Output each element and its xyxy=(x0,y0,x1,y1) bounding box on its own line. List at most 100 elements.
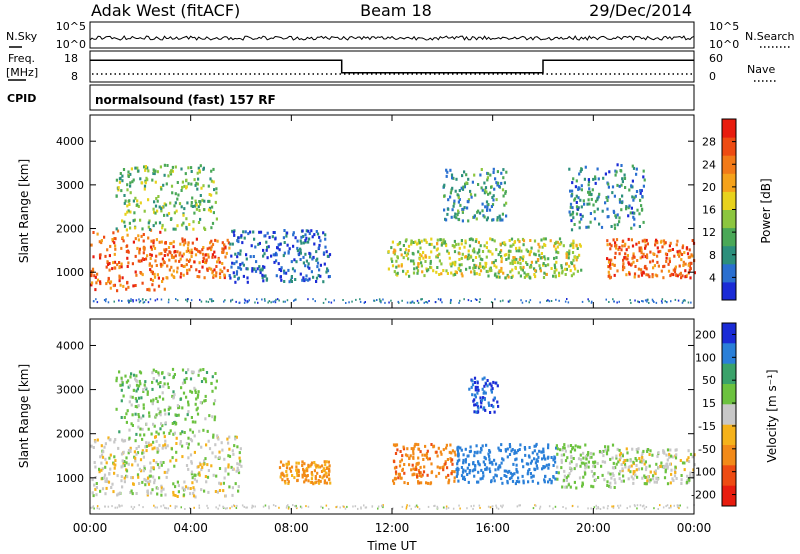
data-cell xyxy=(192,486,195,490)
data-cell xyxy=(143,467,146,471)
data-cell xyxy=(323,479,326,483)
data-cell xyxy=(664,300,666,303)
data-cell xyxy=(652,477,655,481)
data-cell xyxy=(177,490,180,494)
data-cell xyxy=(561,271,564,275)
data-cell xyxy=(511,268,514,272)
data-cell xyxy=(620,463,623,467)
data-cell xyxy=(654,469,657,473)
data-cell xyxy=(211,451,214,455)
data-cell xyxy=(424,255,428,259)
data-cell xyxy=(420,261,423,265)
data-cell xyxy=(147,169,150,173)
data-cell xyxy=(648,480,651,484)
data-cell xyxy=(293,269,296,273)
data-cell xyxy=(533,467,536,471)
data-cell xyxy=(301,460,304,464)
data-cell xyxy=(600,450,604,454)
data-cell xyxy=(665,260,668,263)
data-cell xyxy=(602,454,605,458)
freq-unit: [MHz] xyxy=(6,66,38,79)
data-cell xyxy=(668,260,671,264)
data-cell xyxy=(191,196,194,200)
data-cell xyxy=(131,262,134,266)
data-cell xyxy=(440,262,443,266)
data-cell xyxy=(510,449,513,453)
data-cell xyxy=(199,202,202,206)
data-cell xyxy=(689,471,692,475)
data-cell xyxy=(259,230,263,234)
data-cell xyxy=(194,253,198,257)
data-cell xyxy=(473,474,476,478)
data-cell xyxy=(620,169,623,173)
data-cell xyxy=(136,387,139,391)
data-cell xyxy=(168,298,170,301)
data-cell xyxy=(536,258,540,261)
data-cell xyxy=(123,194,126,197)
data-cell xyxy=(176,495,179,498)
data-cell xyxy=(288,467,291,471)
data-cell xyxy=(425,456,428,460)
data-cell xyxy=(155,439,158,443)
data-cell xyxy=(190,416,193,419)
data-cell xyxy=(490,185,493,189)
data-cell xyxy=(638,225,641,228)
data-cell xyxy=(278,466,282,470)
data-cell xyxy=(415,242,419,246)
data-cell xyxy=(476,299,478,301)
data-cell xyxy=(112,490,115,494)
data-cell xyxy=(575,205,579,209)
data-cell xyxy=(661,245,664,249)
data-cell xyxy=(235,270,239,274)
data-cell xyxy=(399,450,402,453)
colorbar-segment xyxy=(722,485,736,507)
data-cell xyxy=(492,167,495,171)
data-cell xyxy=(152,172,155,175)
colorbar-segment xyxy=(722,384,736,405)
data-cell xyxy=(489,382,492,386)
y-tick-label: 2000 xyxy=(56,428,84,441)
data-cell xyxy=(154,435,157,439)
data-cell xyxy=(493,410,496,414)
data-cell xyxy=(128,384,131,388)
data-cell xyxy=(211,269,214,273)
nsky-trace xyxy=(89,35,695,41)
data-cell xyxy=(460,186,463,190)
data-cell xyxy=(215,187,218,191)
data-cell xyxy=(95,298,97,301)
data-cell xyxy=(194,495,197,499)
data-cell xyxy=(500,443,503,447)
data-cell xyxy=(394,444,397,448)
data-cell xyxy=(146,493,149,497)
data-cell xyxy=(570,469,573,473)
data-cell xyxy=(524,447,527,451)
data-cell xyxy=(578,253,581,257)
data-cell xyxy=(472,266,475,270)
data-cell xyxy=(611,472,614,476)
data-cell xyxy=(101,467,104,471)
data-cell xyxy=(424,444,427,448)
data-cell xyxy=(169,218,173,221)
data-cell xyxy=(630,262,633,266)
data-cell xyxy=(153,200,156,204)
data-cell xyxy=(495,248,498,252)
data-cell xyxy=(536,466,539,470)
data-cell xyxy=(489,237,492,241)
data-cell xyxy=(294,278,297,281)
data-cell xyxy=(147,236,150,240)
data-cell xyxy=(552,274,555,278)
data-cell xyxy=(113,252,116,256)
data-cell xyxy=(681,244,685,248)
data-cell xyxy=(548,505,551,508)
data-cell xyxy=(459,203,462,207)
data-cell xyxy=(296,479,299,483)
data-cell xyxy=(189,377,193,381)
data-cell xyxy=(596,167,599,171)
data-cell xyxy=(154,259,157,263)
data-cell xyxy=(291,474,294,477)
data-cell xyxy=(137,445,140,449)
data-cell xyxy=(471,379,474,383)
data-cell xyxy=(594,478,597,482)
data-cell xyxy=(618,458,621,462)
data-cell xyxy=(563,469,566,473)
